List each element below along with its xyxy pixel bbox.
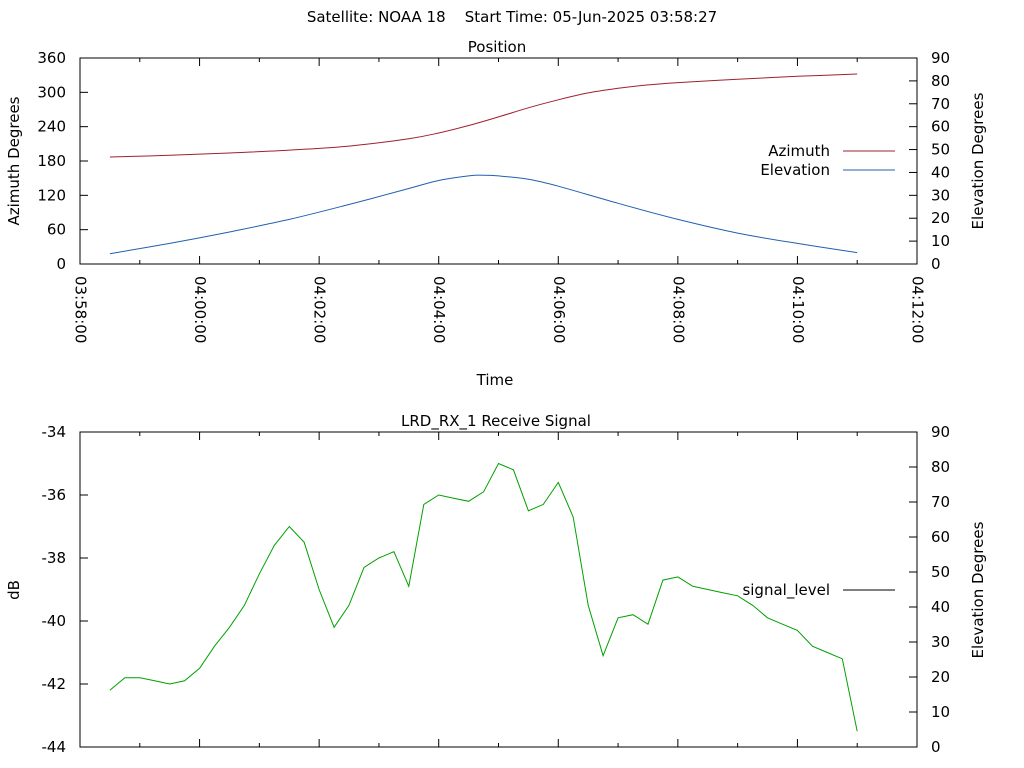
y2-tick-label: 10 bbox=[931, 232, 950, 250]
elevation-axis-label: Elevation Degrees bbox=[969, 92, 987, 229]
series-line-signal_level bbox=[109, 462, 858, 732]
y2-tick-label: 30 bbox=[931, 186, 950, 204]
y2-tick-label: 90 bbox=[931, 423, 950, 441]
y2-tick-label: 50 bbox=[931, 141, 950, 159]
x-tick-label: 04:06:00 bbox=[550, 276, 568, 343]
legend-signal-label: signal_level bbox=[742, 581, 830, 600]
elevation-axis: 0 10 20 30 40 50 60 70 80 90 bbox=[909, 49, 950, 273]
position-chart: Position 03:58:00 04:00:00 04:02:00 04:04:0… bbox=[5, 38, 987, 389]
y2-tick-label: 60 bbox=[931, 528, 950, 546]
y2-tick-label: 20 bbox=[931, 668, 950, 686]
y2-tick-label: 70 bbox=[931, 95, 950, 113]
y-tick-label: 60 bbox=[47, 221, 66, 239]
y2-tick-label: 0 bbox=[931, 738, 941, 756]
position-chart-title: Position bbox=[468, 38, 526, 56]
x-tick-label: 04:10:00 bbox=[789, 276, 807, 343]
y-tick-label: 240 bbox=[37, 118, 66, 136]
y2-tick-label: 0 bbox=[931, 255, 941, 273]
legend-azimuth-label: Azimuth bbox=[768, 142, 830, 160]
y-tick-label: -42 bbox=[42, 675, 67, 693]
y2-tick-label: 10 bbox=[931, 703, 950, 721]
receive-signal-chart-title: LRD_RX_1 Receive Signal bbox=[401, 412, 591, 431]
y2-tick-label: 40 bbox=[931, 163, 950, 181]
y2-tick-label: 80 bbox=[931, 72, 950, 90]
y-tick-label: 180 bbox=[37, 152, 66, 170]
y-tick-label: -40 bbox=[42, 612, 67, 630]
y2-tick-label: 50 bbox=[931, 563, 950, 581]
signal-x-axis bbox=[79, 432, 918, 747]
position-legend: Azimuth Elevation bbox=[760, 142, 895, 179]
position-series bbox=[109, 73, 858, 255]
db-axis-label: dB bbox=[5, 580, 23, 600]
receive-signal-chart: LRD_RX_1 Receive Signal -44-42-40-38-36-… bbox=[5, 412, 987, 756]
db-axis: -44 -42 -40 -38 -36 -34 bbox=[42, 423, 88, 756]
azimuth-axis-label: Azimuth Degrees bbox=[5, 96, 23, 225]
x-tick-label: 04:08:00 bbox=[669, 276, 687, 343]
y2-tick-label: 40 bbox=[931, 598, 950, 616]
y-tick-label: 120 bbox=[37, 186, 66, 204]
y2-tick-label: 60 bbox=[931, 118, 950, 136]
signal-elevation-axis: 0 10 20 30 40 50 60 70 80 90 bbox=[909, 423, 950, 756]
chart-header: Satellite: NOAA 18 Start Time: 05-Jun-20… bbox=[0, 8, 1024, 26]
y-tick-label: -38 bbox=[42, 549, 67, 567]
y-tick-label: 0 bbox=[56, 255, 66, 273]
legend-elevation-label: Elevation bbox=[760, 161, 830, 179]
azimuth-axis: 0 60 120 180 240 300 360 bbox=[37, 49, 88, 273]
y-tick-label: 300 bbox=[37, 83, 66, 101]
y-tick-label: 360 bbox=[37, 49, 66, 67]
y2-tick-label: 70 bbox=[931, 493, 950, 511]
x-tick-label: 04:12:00 bbox=[909, 276, 927, 343]
y2-tick-label: 20 bbox=[931, 209, 950, 227]
x-tick-label: 04:04:00 bbox=[430, 276, 448, 343]
y-tick-label: -34 bbox=[42, 423, 67, 441]
y2-tick-label: 30 bbox=[931, 633, 950, 651]
start-time-label: Start Time: 05-Jun-2025 03:58:27 bbox=[464, 8, 718, 26]
y-tick-label: -36 bbox=[42, 486, 67, 504]
series-line-Elevation bbox=[109, 174, 858, 255]
position-x-axis: 03:58:00 04:00:00 04:02:00 04:04:00 04:06:00… bbox=[72, 58, 927, 343]
y2-tick-label: 90 bbox=[931, 49, 950, 67]
signal-legend: signal_level bbox=[742, 581, 895, 600]
satellite-label: Satellite: NOAA 18 bbox=[306, 8, 446, 26]
y2-tick-label: 80 bbox=[931, 458, 950, 476]
series-line-Azimuth bbox=[109, 73, 858, 158]
signal-elevation-axis-label: Elevation Degrees bbox=[969, 521, 987, 658]
x-tick-label: 04:00:00 bbox=[191, 276, 209, 343]
x-tick-label: 03:58:00 bbox=[72, 276, 90, 343]
x-tick-label: 04:02:00 bbox=[311, 276, 329, 343]
position-x-axis-label: Time bbox=[476, 371, 514, 389]
signal-series bbox=[109, 462, 858, 732]
y-tick-label: -44 bbox=[42, 738, 67, 756]
